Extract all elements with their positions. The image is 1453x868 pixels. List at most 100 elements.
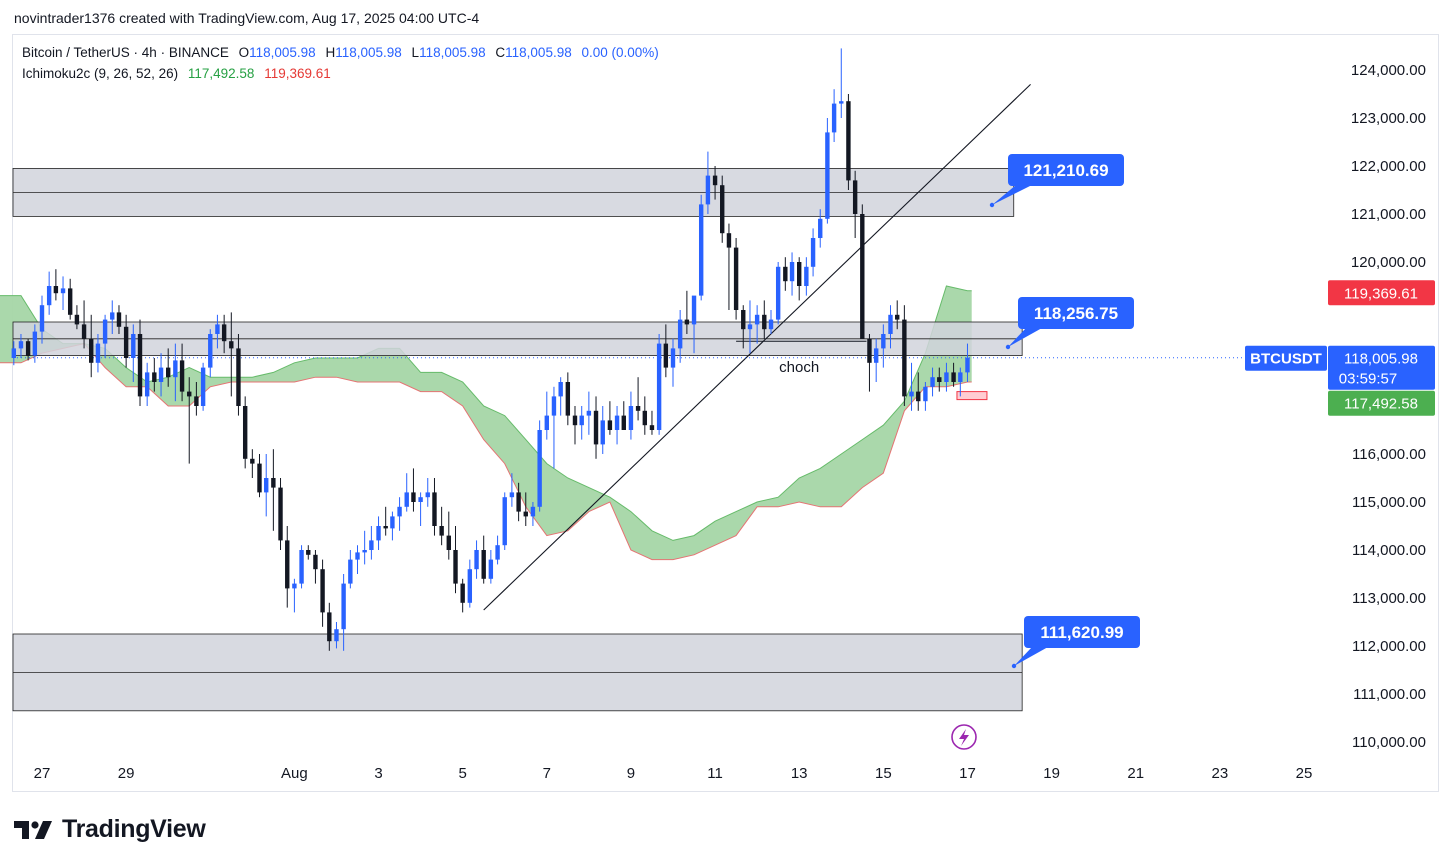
- candle: [46, 271, 52, 315]
- candle: [89, 314, 94, 378]
- high-label: H: [325, 45, 336, 60]
- candle-body: [285, 540, 290, 589]
- choch-label: choch: [779, 359, 819, 376]
- price-tick-label: 116,000.00: [1352, 446, 1426, 463]
- candle: [839, 48, 844, 118]
- candle-body: [607, 420, 613, 430]
- candle: [264, 454, 269, 517]
- candle-body: [951, 372, 956, 382]
- candle-body: [586, 410, 592, 416]
- candle-body: [467, 569, 473, 603]
- candle-body: [194, 396, 199, 406]
- time-tick-label: 29: [118, 765, 135, 782]
- chart-frame: [12, 34, 1439, 792]
- candle: [909, 362, 914, 411]
- candle-body: [726, 233, 732, 248]
- tradingview-logo-text: TradingView: [62, 815, 206, 843]
- candle: [144, 362, 150, 406]
- candle-body: [831, 103, 837, 133]
- current-price-tag-label: 118,005.98: [1344, 351, 1418, 368]
- candle-body: [783, 266, 788, 282]
- span-b-tag-label: 119,369.61: [1344, 285, 1418, 302]
- candle-body: [544, 415, 549, 430]
- candle-body: [131, 334, 136, 358]
- candle: [278, 478, 283, 550]
- close-value: 118,005.98: [505, 45, 572, 60]
- candle-body: [810, 238, 816, 267]
- candle-body: [446, 535, 451, 550]
- candle-body: [663, 343, 669, 368]
- candle: [221, 314, 227, 354]
- candle: [544, 391, 549, 440]
- candle: [242, 396, 248, 469]
- candle: [166, 348, 171, 387]
- candle: [831, 89, 837, 142]
- candle-body: [558, 382, 563, 397]
- candle: [110, 300, 115, 334]
- candle: [194, 382, 199, 416]
- candle-body: [116, 312, 122, 327]
- price-tick-label: 115,000.00: [1352, 494, 1426, 511]
- candle-body: [46, 286, 52, 306]
- tradingview-logo[interactable]: TradingView: [14, 815, 206, 844]
- candle: [825, 118, 830, 224]
- candle-body: [656, 343, 662, 430]
- lightning-icon-bolt: [959, 729, 969, 746]
- candle: [327, 602, 332, 651]
- candle: [200, 362, 206, 411]
- time-tick-label: 19: [1043, 765, 1060, 782]
- candle-body: [152, 372, 157, 382]
- candle-body: [137, 334, 143, 397]
- candle: [334, 622, 339, 649]
- lightning-icon[interactable]: [951, 724, 977, 750]
- candle-body: [600, 420, 605, 445]
- candle-body: [271, 478, 276, 488]
- candle-body: [670, 348, 676, 368]
- candle: [446, 511, 451, 560]
- callout-box: [1024, 616, 1140, 648]
- candle: [187, 377, 192, 464]
- candle: [116, 305, 122, 334]
- candle-body: [89, 338, 94, 363]
- time-tick-label: 27: [34, 765, 51, 782]
- candle: [565, 372, 571, 426]
- candle: [362, 530, 367, 565]
- chart-credit: novintrader1376 created with TradingView…: [14, 10, 480, 26]
- candle-body: [860, 214, 865, 339]
- candle-body: [376, 526, 381, 541]
- candle: [376, 516, 381, 550]
- candle-body: [873, 348, 879, 363]
- candle: [768, 310, 774, 334]
- candle: [684, 290, 690, 334]
- candle: [152, 358, 157, 392]
- candle-body: [474, 550, 479, 570]
- candle: [285, 526, 290, 608]
- senkou-span-b-line: [83, 343, 972, 561]
- candle: [635, 377, 641, 421]
- candle-body: [215, 324, 220, 334]
- time-tick-label: 15: [875, 765, 892, 782]
- callout-box: [1008, 154, 1124, 186]
- candle-body: [902, 319, 907, 397]
- candle-body: [74, 314, 80, 325]
- change-value: 0.00 (0.00%): [581, 45, 659, 60]
- candle: [881, 324, 886, 368]
- candle: [208, 329, 213, 378]
- candle-body: [747, 324, 753, 330]
- chart-misc: [951, 724, 977, 750]
- candle: [789, 252, 795, 296]
- candle: [102, 314, 108, 358]
- candle: [32, 324, 38, 363]
- candle-body: [923, 386, 928, 402]
- candle: [467, 559, 473, 608]
- callout-label: 111,620.99: [1040, 623, 1123, 642]
- time-tick-label: 11: [707, 765, 723, 782]
- candle: [852, 170, 858, 238]
- candle: [628, 391, 634, 440]
- candle-body: [32, 331, 38, 356]
- callout-pointer: [1014, 647, 1048, 666]
- candle: [418, 492, 423, 526]
- candle: [404, 473, 409, 512]
- callout-pointer: [1008, 328, 1042, 347]
